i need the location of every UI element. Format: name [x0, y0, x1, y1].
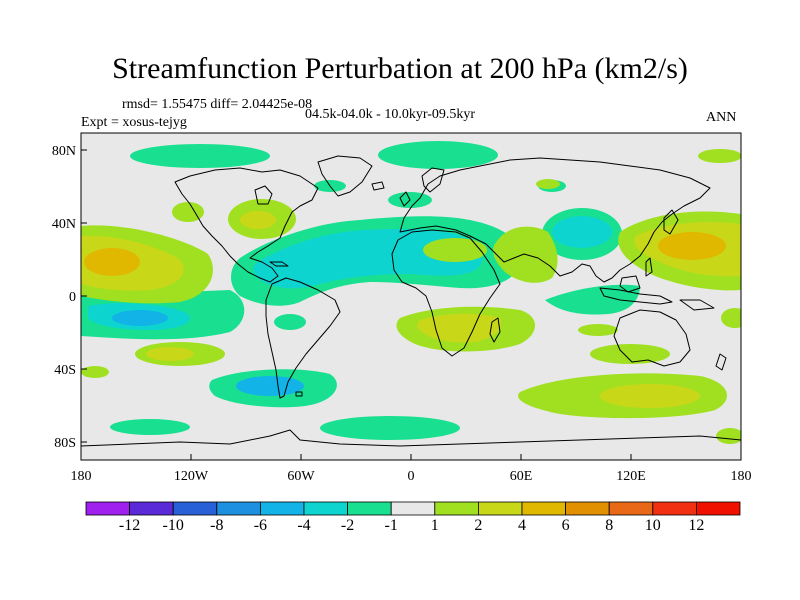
coastline-hudson-bay	[254, 185, 273, 205]
positive-region-south-pacific-edge	[721, 308, 741, 328]
map-panel	[81, 133, 741, 460]
positive-region-north-europe	[536, 179, 560, 189]
coastline-falklands	[295, 391, 303, 397]
colorbar-swatch	[303, 501, 348, 516]
colorbar-swatch	[477, 501, 523, 516]
coastline-scandinavia	[421, 167, 445, 193]
coastline-north-america	[174, 167, 319, 283]
x-axis-labels: 180 120W 60W 0 60E 120E 180	[71, 469, 752, 484]
coastline-iceland	[371, 181, 385, 191]
colorbar-swatch	[652, 501, 697, 516]
negative-region-asia-inner	[552, 216, 612, 248]
positive-center-north-pacific	[84, 248, 140, 276]
x-tick-label: 120W	[174, 469, 209, 484]
coastline-caribbean	[269, 261, 289, 267]
colorbar-swatch	[390, 501, 436, 516]
negative-region-indian	[545, 284, 640, 315]
x-tick-label: 0	[408, 469, 415, 484]
y-tick-label: 80S	[54, 436, 76, 451]
positive-center-west-pacific	[658, 232, 726, 260]
colorbar-label: -4	[297, 517, 311, 534]
colorbar-label: -12	[118, 517, 141, 534]
coastline-new-zealand	[715, 353, 727, 371]
colorbar-swatch	[216, 501, 261, 516]
coastline-new-guinea	[679, 299, 715, 311]
figure-title: Streamfunction Perturbation at 200 hPa (…	[112, 52, 688, 85]
colorbar-swatch	[521, 501, 566, 516]
coastline-indonesia	[599, 287, 673, 305]
negative-region-brazil	[274, 314, 306, 330]
x-tick-label: 180	[71, 469, 92, 484]
season-label: ANN	[706, 110, 737, 125]
positive-region-south-indian	[590, 344, 670, 364]
colorbar	[85, 501, 741, 516]
coastline-british-isles	[399, 191, 411, 207]
negative-center-pacific	[112, 310, 168, 326]
coastline-borneo	[619, 275, 641, 293]
coastline-japan	[663, 209, 679, 235]
positive-region-south-indian-west	[578, 324, 618, 336]
positive-region-arctic-east	[698, 149, 741, 163]
colorbar-swatch	[85, 501, 130, 516]
positive-region-south-pacific-west	[81, 366, 109, 378]
negative-center-southern	[236, 376, 304, 396]
coastline-africa	[391, 229, 501, 357]
negative-region-north-pacific	[130, 144, 270, 168]
coastline-madagascar	[489, 317, 501, 343]
colorbar-swatch	[565, 501, 610, 516]
coastline-eurasia	[399, 157, 711, 283]
colorbar-label: 8	[605, 517, 614, 534]
negative-region-antarctic	[320, 416, 460, 440]
colorbar-label: 1	[430, 517, 439, 534]
positive-region-antarctic-edge	[716, 428, 741, 444]
colorbar-swatch	[434, 501, 479, 516]
y-tick-label: 40S	[54, 363, 76, 378]
colorbar-label: 2	[474, 517, 483, 534]
coastline-philippines	[645, 257, 653, 277]
colorbar-swatch	[129, 501, 174, 516]
y-axis-labels: 80N 40N 0 40S 80S	[52, 144, 76, 451]
negative-region-arctic	[378, 141, 498, 169]
experiment-label: Expt = xosus-tejyg	[81, 115, 187, 130]
period-label: 04.5k-04.0k - 10.0kyr-09.5kyr	[305, 107, 476, 122]
x-tick-label: 180	[731, 469, 752, 484]
positive-center-north-america	[240, 211, 276, 229]
x-tick-label: 60E	[510, 469, 533, 484]
colorbar-label: 10	[644, 517, 661, 534]
coastline-greenland	[317, 155, 373, 197]
colorbar-label: 12	[688, 517, 705, 534]
coastline-australia	[613, 309, 691, 367]
coastline-antarctica	[81, 429, 741, 447]
colorbar-label: -2	[340, 517, 355, 534]
colorbar-label: -8	[210, 517, 224, 534]
positive-region-northern-africa	[423, 238, 487, 262]
coastline-layer	[81, 155, 741, 447]
colorbar-label: -1	[384, 517, 398, 534]
positive-center-south-pacific	[146, 347, 194, 361]
colorbar-swatch	[696, 501, 741, 516]
positive-center-southern-ocean	[600, 384, 700, 408]
y-tick-label: 40N	[52, 217, 76, 232]
x-tick-label: 120E	[616, 469, 646, 484]
negative-region-south-pacific	[110, 419, 190, 435]
tick-marks	[80, 149, 742, 460]
positive-region-alaska	[172, 202, 204, 222]
negative-region-atlantic-inner	[253, 228, 483, 289]
colorbar-swatch	[347, 501, 392, 516]
colorbar-label: 6	[561, 517, 570, 534]
colorbar-swatch	[608, 501, 654, 516]
y-tick-label: 0	[69, 290, 76, 305]
y-tick-label: 80N	[52, 144, 76, 159]
colorbar-label: -6	[253, 517, 268, 534]
coastline-south-america	[265, 277, 341, 399]
colorbar-label: 4	[518, 517, 526, 534]
colorbar-label: -10	[162, 517, 184, 534]
x-tick-label: 60W	[287, 469, 315, 484]
colorbar-swatch	[259, 501, 305, 516]
colorbar-swatch	[172, 501, 218, 516]
stats-line: rmsd= 1.55475 diff= 2.04425e-08	[122, 97, 313, 112]
